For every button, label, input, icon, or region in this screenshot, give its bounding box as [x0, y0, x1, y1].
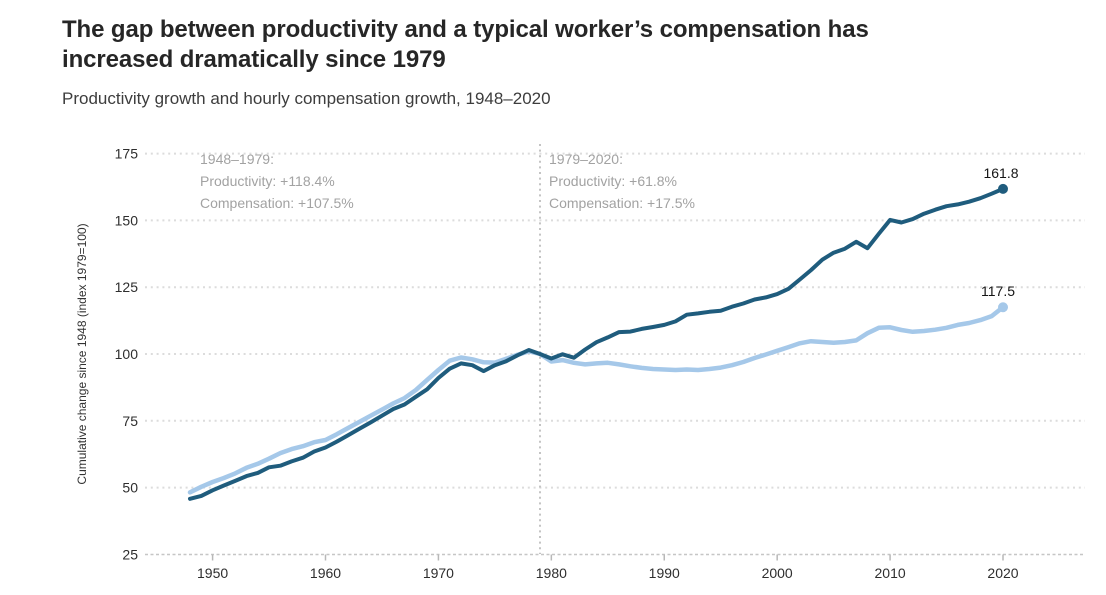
x-tick-label-1950: 1950: [197, 565, 228, 581]
x-tick-label-1970: 1970: [423, 565, 454, 581]
chart-subtitle: Productivity growth and hourly compensat…: [62, 89, 551, 108]
productivity-line: [188, 186, 1005, 501]
y-tick-label-150: 150: [115, 212, 139, 228]
x-tick-label-2010: 2010: [875, 565, 906, 581]
annotation-compensation-value: Compensation: +107.5%: [200, 195, 354, 211]
y-axis-title: Cumulative change since 1948 (index 1979…: [75, 223, 89, 484]
annotation-productivity-value: Productivity: +61.8%: [549, 173, 677, 189]
chart-title: The gap between productivity and a typic…: [62, 15, 1022, 75]
annotation-period-label: 1979–2020:: [549, 151, 623, 167]
x-axis-ticks: 1950 1960 1970 1980 1990 2000 2010 2020: [197, 554, 1019, 581]
y-tick-label-125: 125: [115, 279, 139, 295]
x-tick-label-2000: 2000: [762, 565, 793, 581]
compensation-end-value: 117.5: [981, 283, 1015, 299]
chart-title-line2: increased dramatically since 1979: [62, 46, 446, 73]
y-tick-label-25: 25: [122, 546, 138, 562]
compensation-line: [187, 304, 1006, 495]
gridlines: [145, 152, 1085, 489]
x-tick-label-1980: 1980: [536, 565, 567, 581]
productivity-end-dot: [998, 183, 1009, 194]
annotation-1948-1979: 1948–1979: Productivity: +118.4% Compens…: [200, 151, 354, 211]
x-tick-label-1960: 1960: [310, 565, 341, 581]
compensation-end-dot: [998, 302, 1009, 313]
x-tick-label-2020: 2020: [987, 565, 1018, 581]
annotation-productivity-value: Productivity: +118.4%: [200, 173, 335, 189]
y-tick-label-100: 100: [115, 346, 139, 362]
annotation-period-label: 1948–1979:: [200, 151, 274, 167]
chart-title-line1: The gap between productivity and a typic…: [62, 16, 869, 43]
annotation-compensation-value: Compensation: +17.5%: [549, 195, 695, 211]
productivity-end-value: 161.8: [983, 165, 1018, 181]
annotation-1979-2020: 1979–2020: Productivity: +61.8% Compensa…: [549, 151, 695, 211]
y-tick-label-175: 175: [115, 146, 139, 162]
y-axis-tick-labels: 175 150 125 100 75 50 25: [115, 146, 139, 563]
y-tick-label-50: 50: [122, 480, 138, 496]
y-tick-label-75: 75: [122, 413, 138, 429]
x-tick-label-1990: 1990: [649, 565, 680, 581]
